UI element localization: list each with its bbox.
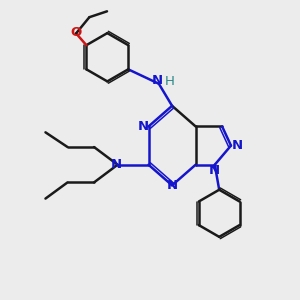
Text: N: N	[138, 120, 149, 133]
Text: N: N	[167, 179, 178, 192]
Text: N: N	[111, 158, 122, 171]
Text: O: O	[70, 26, 81, 39]
Text: N: N	[152, 74, 163, 87]
Text: N: N	[232, 139, 243, 152]
Text: H: H	[165, 75, 175, 88]
Text: N: N	[209, 164, 220, 176]
